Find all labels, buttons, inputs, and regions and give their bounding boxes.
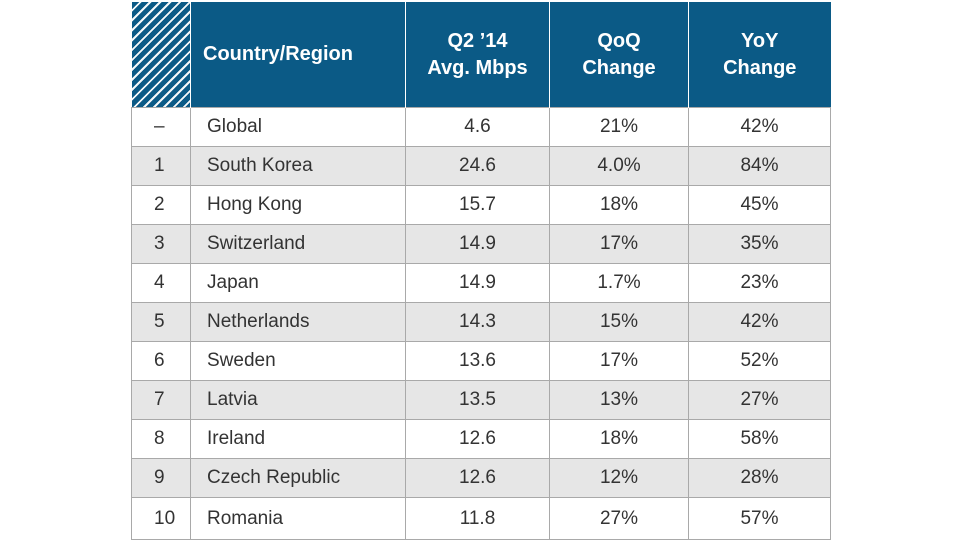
qoq-change-cell: 4.0% (549, 146, 689, 186)
yoy-change-cell: 57% (688, 497, 831, 540)
yoy-change-cell: 23% (688, 263, 831, 303)
yoy-change-cell: 45% (688, 185, 831, 225)
table-row: 8 Ireland 12.6 18% 58% (131, 419, 831, 459)
qoq-change-cell: 1.7% (549, 263, 689, 303)
speed-cell: 12.6 (405, 419, 550, 459)
rank-cell: 1 (131, 146, 191, 186)
table-row: 1 South Korea 24.6 4.0% 84% (131, 146, 831, 186)
table-row: 2 Hong Kong 15.7 18% 45% (131, 185, 831, 225)
country-cell: Sweden (190, 341, 406, 381)
table-row: 7 Latvia 13.5 13% 27% (131, 380, 831, 420)
qoq-change-cell: 15% (549, 302, 689, 342)
header-row: Country/Region Q2 ’14 Avg. Mbps QoQ Chan… (131, 2, 831, 108)
country-cell: Global (190, 107, 406, 147)
rank-cell: 3 (131, 224, 191, 264)
country-cell: Japan (190, 263, 406, 303)
yoy-change-cell: 52% (688, 341, 831, 381)
qoq-change-cell: 18% (549, 185, 689, 225)
speed-cell: 14.3 (405, 302, 550, 342)
yoy-change-cell: 28% (688, 458, 831, 498)
rank-cell: 6 (131, 341, 191, 381)
header-yoy-line2: Change (723, 56, 797, 79)
speed-cell: 24.6 (405, 146, 550, 186)
header-qoq-line2: Change (582, 56, 656, 79)
rank-cell: 8 (131, 419, 191, 459)
country-cell: Czech Republic (190, 458, 406, 498)
header-country-label: Country/Region (203, 43, 353, 65)
header-speed-line1: Q2 ’14 (447, 29, 508, 52)
rank-cell: 9 (131, 458, 191, 498)
header-corner-hatch (131, 2, 191, 108)
yoy-change-cell: 42% (688, 302, 831, 342)
qoq-change-cell: 17% (549, 341, 689, 381)
speed-cell: 11.8 (405, 497, 550, 540)
yoy-change-cell: 84% (688, 146, 831, 186)
speed-cell: 13.6 (405, 341, 550, 381)
yoy-change-cell: 27% (688, 380, 831, 420)
qoq-change-cell: 13% (549, 380, 689, 420)
header-speed-line2: Avg. Mbps (427, 56, 528, 79)
rank-cell: 2 (131, 185, 191, 225)
table-header: Country/Region Q2 ’14 Avg. Mbps QoQ Chan… (131, 2, 831, 108)
table-row: 9 Czech Republic 12.6 12% 28% (131, 458, 831, 498)
header-qoq-line1: QoQ (597, 29, 641, 52)
rank-cell: – (131, 107, 191, 147)
qoq-change-cell: 27% (549, 497, 689, 540)
country-cell: South Korea (190, 146, 406, 186)
header-qoq: QoQ Change (549, 2, 689, 108)
header-yoy-line1: YoY (741, 29, 779, 52)
table-row: 5 Netherlands 14.3 15% 42% (131, 302, 831, 342)
header-speed: Q2 ’14 Avg. Mbps (405, 2, 550, 108)
speed-cell: 15.7 (405, 185, 550, 225)
table-row: 10 Romania 11.8 27% 57% (131, 497, 831, 540)
yoy-change-cell: 58% (688, 419, 831, 459)
speed-cell: 14.9 (405, 263, 550, 303)
country-cell: Switzerland (190, 224, 406, 264)
table-row: 3 Switzerland 14.9 17% 35% (131, 224, 831, 264)
qoq-change-cell: 21% (549, 107, 689, 147)
qoq-change-cell: 18% (549, 419, 689, 459)
country-cell: Ireland (190, 419, 406, 459)
speed-cell: 13.5 (405, 380, 550, 420)
table-body: – Global 4.6 21% 42% 1 South Korea 24.6 4.0% 84% 2… (131, 107, 831, 540)
qoq-change-cell: 17% (549, 224, 689, 264)
speed-cell: 14.9 (405, 224, 550, 264)
header-country: Country/Region (190, 2, 406, 108)
rank-cell: 7 (131, 380, 191, 420)
table-row: 4 Japan 14.9 1.7% 23% (131, 263, 831, 303)
speed-cell: 4.6 (405, 107, 550, 147)
qoq-change-cell: 12% (549, 458, 689, 498)
country-cell: Latvia (190, 380, 406, 420)
rank-cell: 5 (131, 302, 191, 342)
header-yoy: YoY Change (688, 2, 831, 108)
speed-table-container: Country/Region Q2 ’14 Avg. Mbps QoQ Chan… (131, 2, 831, 540)
country-cell: Hong Kong (190, 185, 406, 225)
rank-cell: 10 (131, 497, 191, 540)
yoy-change-cell: 35% (688, 224, 831, 264)
country-cell: Netherlands (190, 302, 406, 342)
speed-table: Country/Region Q2 ’14 Avg. Mbps QoQ Chan… (131, 2, 831, 540)
table-row: 6 Sweden 13.6 17% 52% (131, 341, 831, 381)
table-row: – Global 4.6 21% 42% (131, 107, 831, 147)
yoy-change-cell: 42% (688, 107, 831, 147)
country-cell: Romania (190, 497, 406, 540)
rank-cell: 4 (131, 263, 191, 303)
speed-cell: 12.6 (405, 458, 550, 498)
